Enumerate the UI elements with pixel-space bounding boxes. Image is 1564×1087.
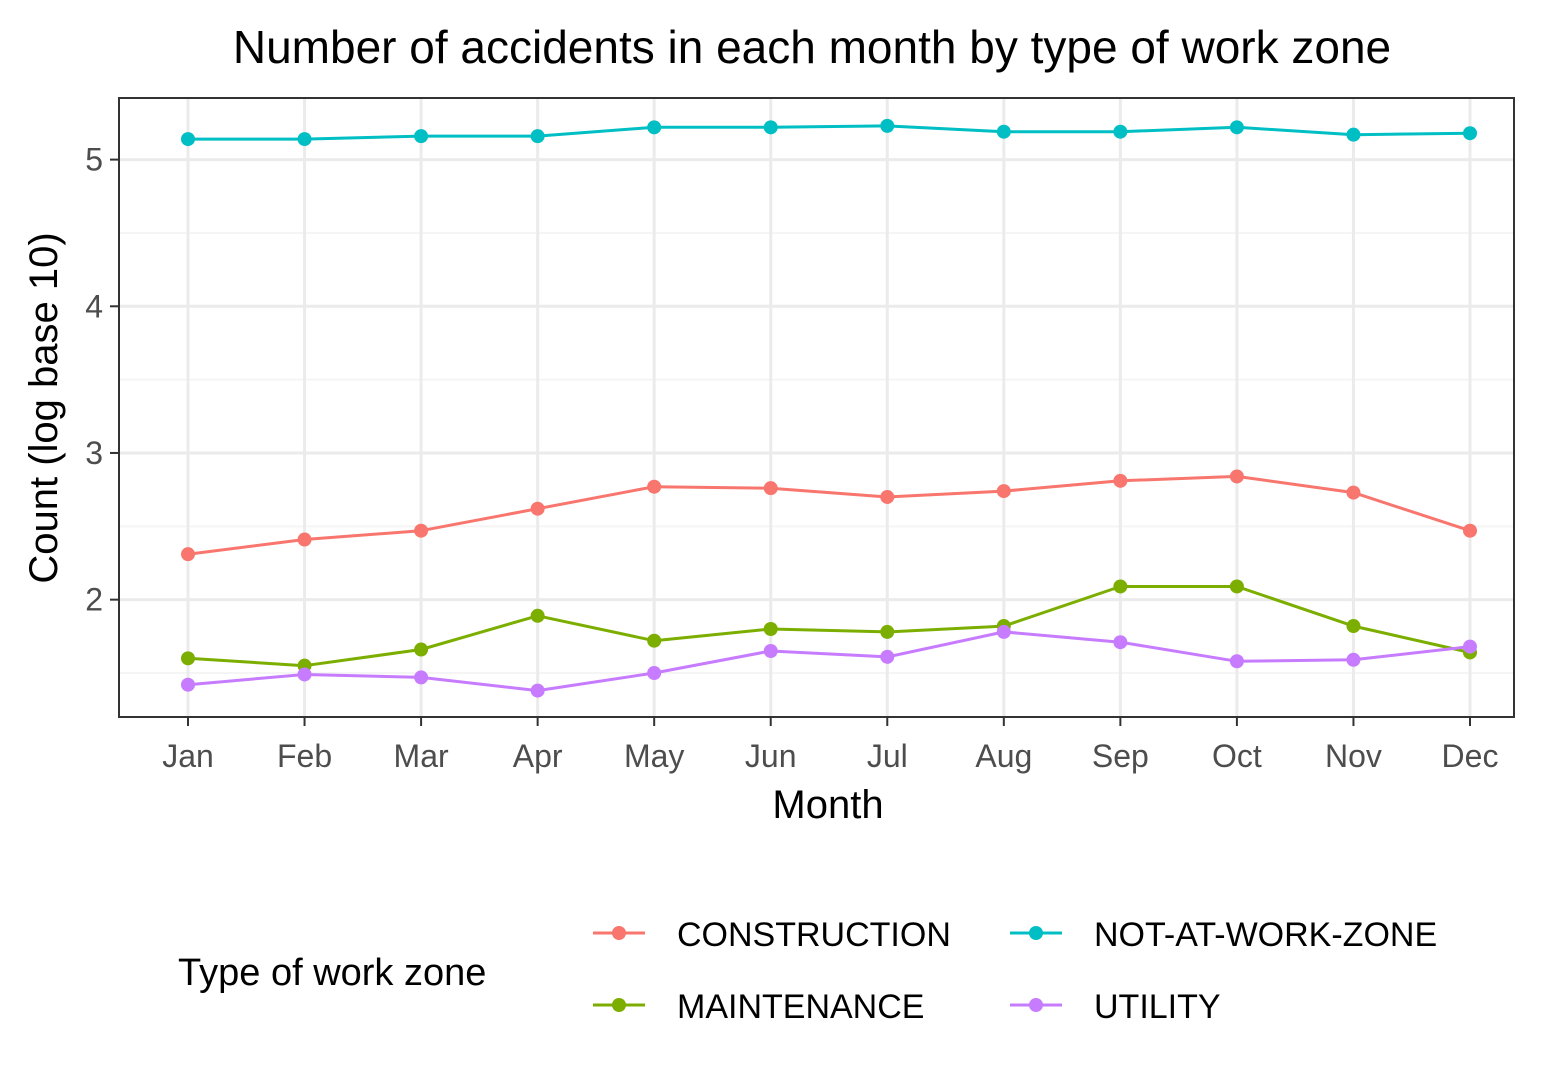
data-point (414, 642, 429, 657)
data-point (763, 621, 778, 636)
legend-title: Type of work zone (178, 952, 486, 994)
data-point (1346, 619, 1361, 634)
grid-lines (119, 98, 1514, 717)
y-axis-title: Count (log base 10) (22, 232, 66, 583)
data-point (1346, 652, 1361, 667)
data-point (297, 532, 312, 547)
data-point (297, 667, 312, 682)
data-point (647, 633, 662, 648)
legend-label: UTILITY (1094, 988, 1221, 1026)
legend-item-maintenance: MAINTENANCE (593, 988, 924, 1026)
plot-panel (118, 97, 1515, 718)
data-point (181, 547, 195, 562)
data-point (1113, 124, 1128, 139)
x-tick-label: Sep (1092, 738, 1149, 774)
legend-item-not-at-work-zone: NOT-AT-WORK-ZONE (1010, 916, 1437, 954)
y-tick-label: 3 (85, 435, 103, 471)
legend-label: NOT-AT-WORK-ZONE (1094, 916, 1437, 954)
legend-label: CONSTRUCTION (677, 916, 951, 954)
data-point (1463, 126, 1477, 141)
data-point (1346, 485, 1361, 500)
series-construction (181, 469, 1477, 562)
data-point (1463, 639, 1477, 654)
data-point (1346, 127, 1361, 142)
y-tick-label: 4 (85, 288, 103, 324)
data-point (880, 624, 895, 639)
x-axis-title: Month (772, 783, 883, 827)
data-point (414, 670, 429, 685)
data-point (1229, 579, 1244, 594)
data-point (297, 132, 312, 147)
x-tick-label: May (624, 738, 684, 774)
x-tick-label: Jun (745, 738, 797, 774)
axes: 2 3 4 5 Jan Feb Mar Apr May Jun Jul Aug Sep Oct Nov Dec (85, 142, 1498, 774)
data-point (414, 523, 429, 538)
data-point (530, 683, 545, 698)
data-point (1229, 120, 1244, 135)
data-point (1113, 635, 1128, 650)
series-utility (181, 624, 1477, 698)
data-point (1229, 654, 1244, 669)
data-point (880, 489, 895, 504)
data-point (763, 120, 778, 135)
y-tick-label: 5 (85, 142, 103, 178)
data-point (763, 643, 778, 658)
y-tick-label: 2 (85, 582, 103, 618)
data-point (996, 624, 1011, 639)
legend: Type of work zone CONSTRUCTION NOT-AT-WOR… (178, 916, 1437, 1026)
legend-item-utility: UTILITY (1010, 988, 1221, 1026)
legend-key-point (612, 998, 626, 1012)
series-maintenance (181, 579, 1477, 673)
chart-title: Number of accidents in each month by typ… (233, 21, 1391, 73)
x-tick-label: Mar (394, 738, 449, 774)
legend-item-construction: CONSTRUCTION (593, 916, 951, 954)
series-line (187, 630, 1471, 693)
x-tick-label: Oct (1212, 738, 1262, 774)
data-point (1113, 473, 1128, 488)
x-tick-label: Feb (277, 738, 332, 774)
data-point (530, 129, 545, 144)
x-tick-label: Aug (975, 738, 1032, 774)
data-point (1463, 523, 1477, 538)
data-point (880, 118, 895, 133)
data-point (996, 124, 1011, 139)
data-point (530, 608, 545, 623)
x-tick-label: Jan (162, 738, 214, 774)
data-point (647, 665, 662, 680)
data-point (181, 651, 195, 666)
data-point (996, 484, 1011, 499)
data-point (647, 120, 662, 135)
legend-key-point (612, 926, 626, 940)
data-point (1229, 469, 1244, 484)
series-line (187, 474, 1471, 556)
x-tick-label: Apr (513, 738, 563, 774)
data-point (181, 132, 195, 147)
legend-key-point (1029, 926, 1043, 940)
data-point (647, 479, 662, 494)
series-layer (181, 118, 1477, 698)
series-not-at-work-zone (181, 118, 1477, 147)
x-tick-label: Jul (867, 738, 908, 774)
x-tick-label: Dec (1442, 738, 1499, 774)
data-point (181, 677, 195, 692)
legend-label: MAINTENANCE (677, 988, 924, 1026)
data-point (1113, 579, 1128, 594)
data-point (530, 501, 545, 516)
x-tick-label: Nov (1325, 738, 1382, 774)
data-point (414, 129, 429, 144)
series-line (188, 124, 1471, 141)
legend-key-point (1029, 998, 1043, 1012)
data-point (880, 649, 895, 664)
panel-background (119, 98, 1514, 717)
data-point (763, 481, 778, 496)
series-line (187, 585, 1471, 668)
